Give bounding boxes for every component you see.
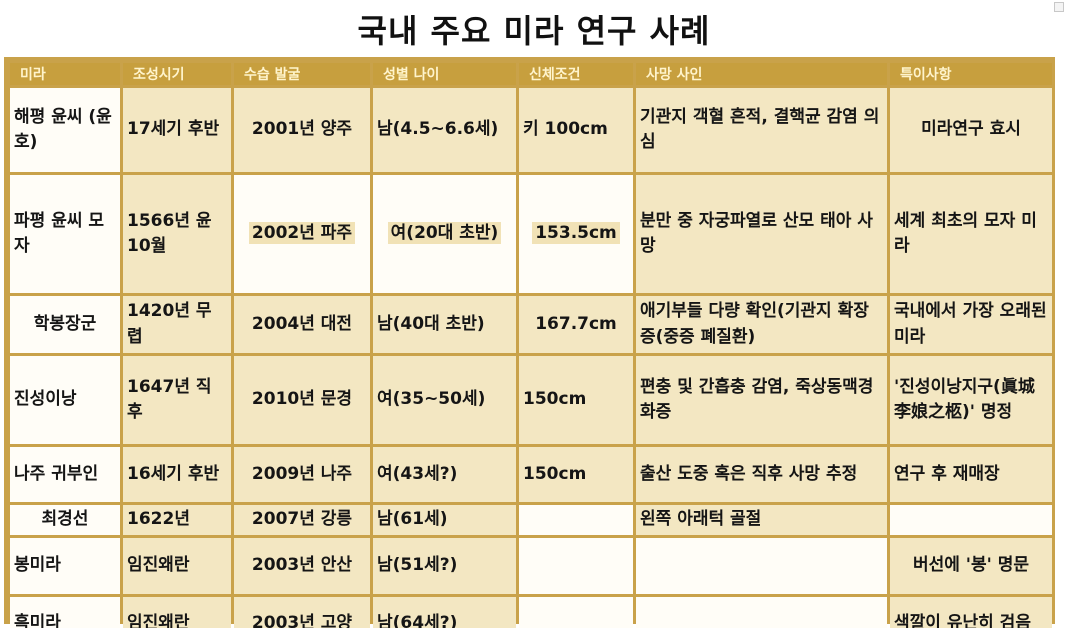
cell-sex-age: 남(40대 초반) bbox=[373, 296, 516, 353]
cell-mummy: 파평 윤씨 모자 bbox=[10, 175, 120, 293]
cell-body: 167.7cm bbox=[519, 296, 633, 353]
header-row: 미라 조성시기 수습 발굴 성별 나이 신체조건 사망 사인 특이사항 bbox=[10, 63, 1052, 85]
header-sex-age: 성별 나이 bbox=[373, 63, 516, 85]
cell-excavation: 2001년 양주 bbox=[234, 88, 370, 172]
cell-sex-age: 남(51세?) bbox=[373, 537, 516, 594]
table-row: 나주 귀부인 16세기 후반 2009년 나주 여(43세?) 150cm 출산… bbox=[10, 447, 1052, 502]
cell-cause: 편충 및 간흡충 감염, 죽상동맥경화증 bbox=[636, 356, 887, 444]
cell-cause: 분만 중 자궁파열로 산모 태아 사망 bbox=[636, 175, 887, 293]
cell-note: 색깔이 유난히 검음 bbox=[890, 596, 1052, 628]
cell-note: 연구 후 재매장 bbox=[890, 447, 1052, 502]
cell-period: 임진왜란 bbox=[123, 537, 231, 594]
cell-body bbox=[519, 537, 633, 594]
cell-period: 1566년 윤10월 bbox=[123, 175, 231, 293]
cell-period: 16세기 후반 bbox=[123, 447, 231, 502]
cell-body: 150cm bbox=[519, 356, 633, 444]
cell-cause: 왼쪽 아래턱 골절 bbox=[636, 505, 887, 535]
cell-sex-age: 남(61세) bbox=[373, 505, 516, 535]
mummy-table: 미라 조성시기 수습 발굴 성별 나이 신체조건 사망 사인 특이사항 해평 윤… bbox=[7, 60, 1055, 628]
cell-body bbox=[519, 505, 633, 535]
cell-excavation-text: 2002년 파주 bbox=[248, 222, 356, 245]
table-row: 파평 윤씨 모자 1566년 윤10월 2002년 파주 여(20대 초반) 1… bbox=[10, 175, 1052, 293]
cell-cause: 출산 도중 혹은 직후 사망 추정 bbox=[636, 447, 887, 502]
cell-cause: 기관지 객혈 흔적, 결핵균 감염 의심 bbox=[636, 88, 887, 172]
table-row: 학봉장군 1420년 무렵 2004년 대전 남(40대 초반) 167.7cm… bbox=[10, 296, 1052, 353]
cell-note: 국내에서 가장 오래된 미라 bbox=[890, 296, 1052, 353]
cell-mummy: 최경선 bbox=[10, 505, 120, 535]
cell-mummy: 나주 귀부인 bbox=[10, 447, 120, 502]
cell-mummy: 봉미라 bbox=[10, 537, 120, 594]
table-row: 봉미라 임진왜란 2003년 안산 남(51세?) 버선에 '봉' 명문 bbox=[10, 537, 1052, 594]
cell-note: '진성이낭지구(眞城李娘之柩)' 명정 bbox=[890, 356, 1052, 444]
cell-mummy: 학봉장군 bbox=[10, 296, 120, 353]
corner-marker bbox=[1054, 2, 1064, 12]
cell-body bbox=[519, 596, 633, 628]
cell-excavation: 2003년 안산 bbox=[234, 537, 370, 594]
cell-body: 150cm bbox=[519, 447, 633, 502]
cell-note: 미라연구 효시 bbox=[890, 88, 1052, 172]
table-row: 해평 윤씨 (윤호) 17세기 후반 2001년 양주 남(4.5~6.6세) … bbox=[10, 88, 1052, 172]
cell-sex-age: 남(64세?) bbox=[373, 596, 516, 628]
header-excavation: 수습 발굴 bbox=[234, 63, 370, 85]
table-row: 진성이낭 1647년 직후 2010년 문경 여(35~50세) 150cm 편… bbox=[10, 356, 1052, 444]
cell-sex-age: 여(43세?) bbox=[373, 447, 516, 502]
page-title: 국내 주요 미라 연구 사례 bbox=[357, 12, 711, 50]
header-cause: 사망 사인 bbox=[636, 63, 887, 85]
header-body: 신체조건 bbox=[519, 63, 633, 85]
table-row: 최경선 1622년 2007년 강릉 남(61세) 왼쪽 아래턱 골절 bbox=[10, 505, 1052, 535]
cell-note: 세계 최초의 모자 미라 bbox=[890, 175, 1052, 293]
cell-sex-age: 남(4.5~6.6세) bbox=[373, 88, 516, 172]
cell-excavation: 2002년 파주 bbox=[234, 175, 370, 293]
cell-excavation: 2009년 나주 bbox=[234, 447, 370, 502]
header-note: 특이사항 bbox=[890, 63, 1052, 85]
cell-period: 1647년 직후 bbox=[123, 356, 231, 444]
cell-sex-age: 여(35~50세) bbox=[373, 356, 516, 444]
cell-period: 1622년 bbox=[123, 505, 231, 535]
cell-excavation: 2003년 고양 bbox=[234, 596, 370, 628]
cell-body: 153.5cm bbox=[519, 175, 633, 293]
cell-mummy: 진성이낭 bbox=[10, 356, 120, 444]
cell-sex-age-text: 여(20대 초반) bbox=[387, 222, 502, 245]
cell-mummy: 흑미라 bbox=[10, 596, 120, 628]
mummy-table-frame: 미라 조성시기 수습 발굴 성별 나이 신체조건 사망 사인 특이사항 해평 윤… bbox=[4, 57, 1055, 628]
cell-excavation: 2004년 대전 bbox=[234, 296, 370, 353]
cell-body-text: 153.5cm bbox=[532, 222, 620, 245]
cell-note: 버선에 '봉' 명문 bbox=[890, 537, 1052, 594]
cell-mummy: 해평 윤씨 (윤호) bbox=[10, 88, 120, 172]
cell-period: 1420년 무렵 bbox=[123, 296, 231, 353]
cell-cause: 애기부들 다량 확인(기관지 확장증(중증 폐질환) bbox=[636, 296, 887, 353]
cell-period: 임진왜란 bbox=[123, 596, 231, 628]
header-period: 조성시기 bbox=[123, 63, 231, 85]
cell-period: 17세기 후반 bbox=[123, 88, 231, 172]
cell-sex-age: 여(20대 초반) bbox=[373, 175, 516, 293]
cell-excavation: 2010년 문경 bbox=[234, 356, 370, 444]
table-row: 흑미라 임진왜란 2003년 고양 남(64세?) 색깔이 유난히 검음 bbox=[10, 596, 1052, 628]
cell-cause bbox=[636, 596, 887, 628]
cell-excavation: 2007년 강릉 bbox=[234, 505, 370, 535]
cell-cause bbox=[636, 537, 887, 594]
header-mummy: 미라 bbox=[10, 63, 120, 85]
cell-body: 키 100cm bbox=[519, 88, 633, 172]
cell-note bbox=[890, 505, 1052, 535]
